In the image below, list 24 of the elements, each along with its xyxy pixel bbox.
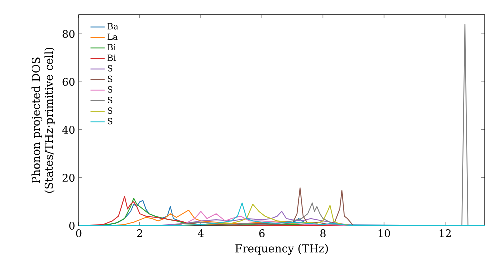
- legend-label: S: [108, 118, 113, 125]
- x-tick-label: 10: [378, 230, 390, 238]
- legend-label: S: [108, 97, 113, 104]
- y-tick-label: 0: [70, 222, 75, 230]
- legend-label: Ba: [108, 23, 118, 30]
- legend-label: S: [108, 86, 113, 93]
- x-tick-label: 12: [440, 230, 451, 238]
- legend-label: La: [108, 34, 118, 40]
- legend-label: Bi: [108, 44, 116, 51]
- x-tick-label: 6: [260, 230, 265, 238]
- legend-label: Bi: [108, 54, 116, 62]
- x-tick-label: 4: [198, 230, 204, 238]
- y-tick-label: 80: [62, 30, 75, 38]
- y-tick-label: 60: [62, 78, 75, 86]
- x-tick-label: 2: [137, 230, 142, 238]
- legend-label: S: [108, 108, 113, 114]
- x-tick-label: 8: [320, 230, 326, 238]
- y-tick-label: 20: [62, 174, 75, 182]
- legend-label: S: [108, 76, 113, 82]
- x-tick-label: 0: [76, 230, 82, 238]
- y-axis-title: Phonon projected DOS (States/THz·primitive cell): [32, 48, 56, 194]
- y-tick-label: 40: [62, 126, 75, 134]
- legend-label: S: [108, 65, 113, 72]
- x-axis-title: Frequency (THz): [236, 244, 328, 256]
